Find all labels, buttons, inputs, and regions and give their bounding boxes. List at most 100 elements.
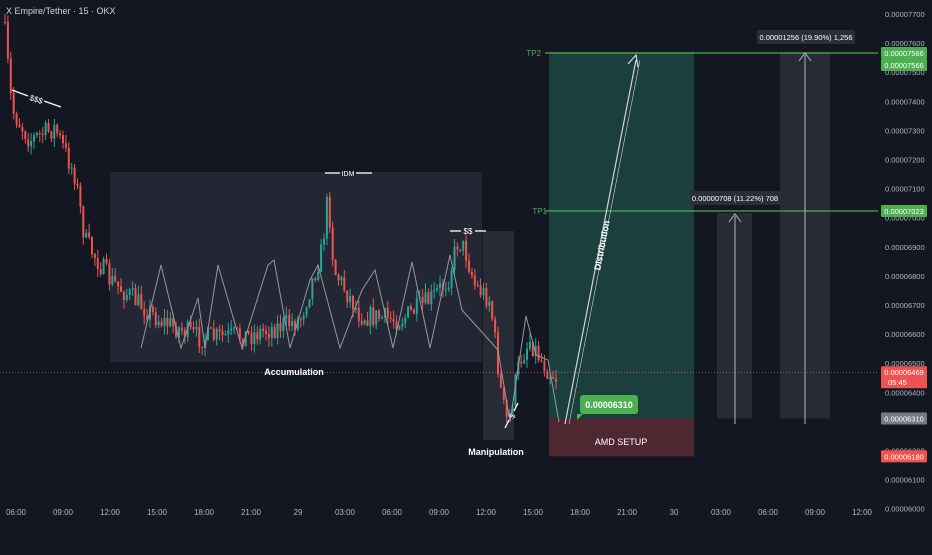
distribution-arrow[interactable] <box>564 59 637 425</box>
y-tick-label: 0.00006700 <box>885 301 925 310</box>
s-line-left <box>504 419 510 429</box>
candle <box>149 299 151 328</box>
candle <box>325 193 328 245</box>
candle <box>412 308 415 315</box>
candle <box>64 134 67 152</box>
price-badge[interactable]: 0.00006310 <box>881 412 927 425</box>
price-badge[interactable]: 0.00006180 <box>881 450 927 463</box>
candle <box>256 326 259 345</box>
candle <box>262 323 265 338</box>
candle <box>99 262 102 277</box>
candle <box>169 312 172 328</box>
candle <box>299 317 302 328</box>
candle <box>166 310 169 335</box>
y-tick-label: 0.00006600 <box>885 330 925 339</box>
candle <box>317 265 320 282</box>
candle <box>401 317 404 331</box>
svg-text:0.00007023: 0.00007023 <box>884 207 924 216</box>
x-tick-label: 15:00 <box>147 508 168 517</box>
candle <box>514 372 517 410</box>
svg-text:0.00007566: 0.00007566 <box>884 61 924 70</box>
candle <box>53 118 56 148</box>
accumulation-box[interactable] <box>110 172 482 362</box>
candle <box>62 130 64 149</box>
candle <box>247 330 250 336</box>
candle <box>244 331 247 347</box>
price-badge[interactable]: 0.00007566 <box>881 58 927 71</box>
candle <box>151 304 154 316</box>
candle <box>265 325 267 341</box>
candle <box>375 310 378 330</box>
candle <box>528 333 531 352</box>
candle <box>259 324 262 344</box>
x-tick-label: 29 <box>294 508 303 517</box>
candle <box>404 314 407 328</box>
candle <box>85 228 88 239</box>
profit-zone[interactable] <box>549 52 694 419</box>
s-label: $ <box>507 412 517 421</box>
candle <box>462 240 465 256</box>
candle <box>346 290 349 308</box>
candle <box>56 123 59 138</box>
candle <box>291 313 294 332</box>
zigzag-accumulation[interactable] <box>140 254 560 423</box>
candle <box>27 132 30 153</box>
candle <box>221 325 224 342</box>
tp2-label: TP2 <box>526 49 541 58</box>
candle <box>305 306 308 319</box>
candle <box>311 278 314 306</box>
candle <box>192 321 195 334</box>
candle <box>372 298 375 328</box>
candle <box>180 322 183 335</box>
candle <box>320 238 323 273</box>
candle <box>128 287 131 300</box>
candle <box>369 304 372 335</box>
candle <box>111 268 114 287</box>
candle <box>328 191 331 233</box>
candle <box>131 281 134 296</box>
candle <box>50 130 53 143</box>
entry-tag[interactable]: 0.00006310 <box>577 395 638 420</box>
svg-text:0.00000708 (11.22%) 708: 0.00000708 (11.22%) 708 <box>692 194 778 203</box>
candle <box>230 320 233 335</box>
price-badge[interactable]: 0.00007566 <box>881 46 927 59</box>
candle <box>163 309 166 335</box>
x-tick-label: 21:00 <box>241 508 262 517</box>
accumulation-label: Accumulation <box>264 367 324 377</box>
candle <box>465 235 468 269</box>
candle <box>33 132 35 149</box>
candle <box>120 277 122 293</box>
y-tick-label: 0.00007100 <box>885 185 925 194</box>
candle <box>267 326 270 347</box>
candle <box>410 303 412 312</box>
candle <box>482 282 485 301</box>
candle <box>488 296 491 312</box>
candle <box>198 318 201 353</box>
candle <box>134 283 137 306</box>
candle <box>76 178 79 189</box>
candle <box>485 282 488 309</box>
candle <box>160 317 163 328</box>
loss-zone[interactable] <box>549 418 694 457</box>
candle <box>392 310 395 329</box>
candle <box>88 223 91 240</box>
candle <box>459 248 462 253</box>
candle <box>140 286 143 310</box>
candle <box>444 282 447 297</box>
candle <box>59 130 62 140</box>
candle <box>360 313 363 326</box>
candle <box>363 319 366 326</box>
candle <box>224 330 227 336</box>
symbol-title[interactable]: X Empire/Tether · 15 · OKX <box>6 6 116 16</box>
candle <box>35 131 38 138</box>
candle <box>91 235 93 259</box>
candle <box>4 13 6 25</box>
candle <box>502 386 505 405</box>
candle <box>114 268 117 283</box>
candle <box>378 309 381 322</box>
candle <box>73 164 76 191</box>
price-badge[interactable]: 0.00007023 <box>881 205 927 218</box>
